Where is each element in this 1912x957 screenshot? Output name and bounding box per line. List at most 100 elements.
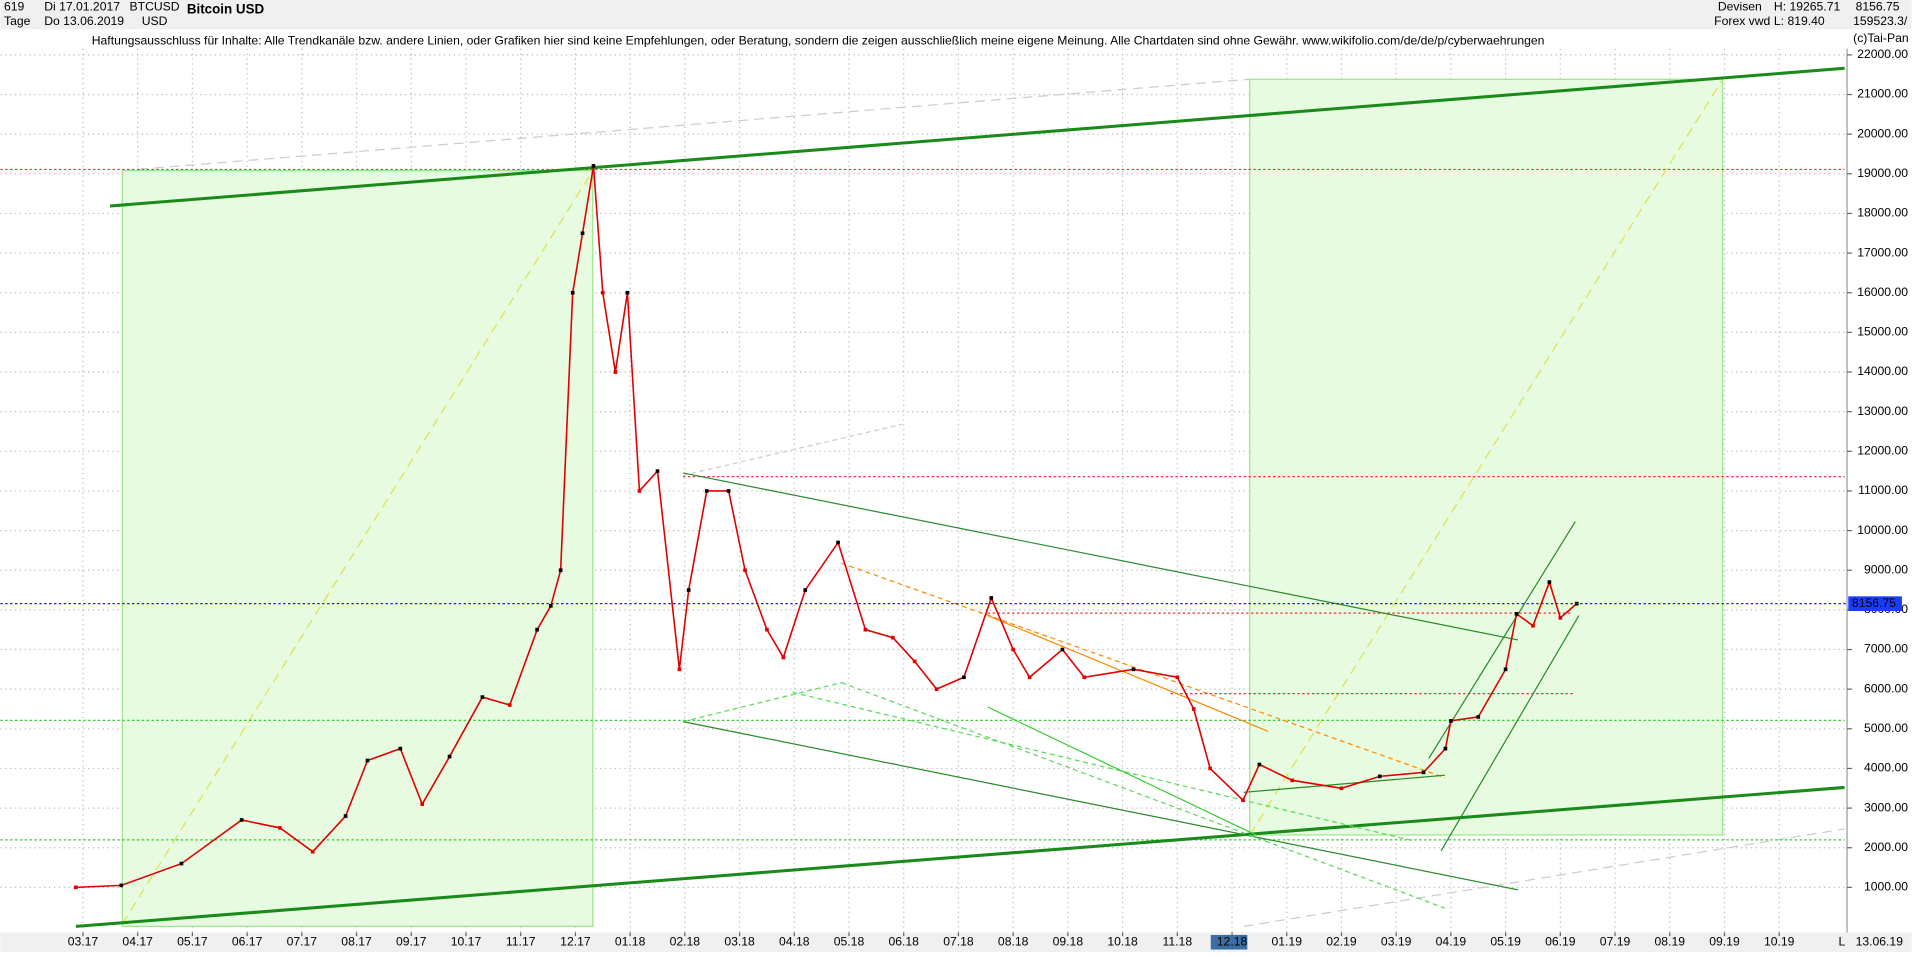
price-point: [962, 675, 966, 680]
drawings: [0, 66, 1845, 928]
y-tick-label: 1000.00: [1864, 880, 1908, 894]
high: H: 19265.71: [1774, 0, 1841, 14]
price-point: [1558, 615, 1563, 620]
price-point: [1131, 667, 1136, 672]
price-point: [1339, 786, 1344, 791]
y-tick-label: 4000.00: [1864, 761, 1908, 775]
price-point: [637, 489, 642, 493]
count[interactable]: 619: [4, 0, 25, 14]
trend-line: [682, 472, 1519, 641]
price-point: [1208, 766, 1212, 771]
x-tick-label: 09.17: [396, 934, 427, 948]
x-tick-label: 07.18: [943, 934, 974, 948]
x-tick-label: 10.17: [451, 934, 482, 948]
y-tick-label: 17000.00: [1857, 245, 1908, 259]
trend-line: [75, 785, 1845, 928]
trend-line: [682, 682, 842, 723]
y-tick-label: 7000.00: [1864, 642, 1908, 656]
trend-line: [792, 691, 1415, 842]
price-line: [75, 165, 1578, 889]
trend-line: [682, 721, 1519, 891]
price-point: [1175, 675, 1180, 680]
y-tick-label: 12000.00: [1857, 444, 1908, 458]
trend-line: [1243, 774, 1445, 793]
price-point: [507, 703, 512, 707]
y-tick-label: 6000.00: [1864, 681, 1908, 695]
price-point: [726, 489, 731, 493]
x-tick-label: 09.19: [1709, 934, 1740, 948]
price-point: [343, 814, 348, 818]
price-point: [912, 659, 917, 664]
price-point: [1514, 612, 1519, 616]
axes: 1000.00 2000.00 3000.00 4000.00 5000.00 6000.…: [68, 47, 1908, 948]
y-tick-label: 13000.00: [1857, 404, 1908, 418]
price-point: [781, 655, 786, 660]
y-tick-label: 20000.00: [1857, 126, 1908, 140]
y-axis-panel: [1847, 48, 1912, 933]
x-tick-label: 05.19: [1490, 934, 1521, 948]
diagonal: [682, 423, 903, 476]
price-point: [278, 826, 282, 830]
x-axis-panel: [0, 932, 1912, 952]
diagonal: [121, 170, 594, 925]
price-point: [743, 568, 747, 573]
footer-label: L: [1839, 934, 1846, 948]
y-tick-label: 21000.00: [1857, 87, 1908, 101]
start-date: Di 17.01.2017: [44, 0, 120, 14]
price-point: [1503, 667, 1508, 672]
instrument-name: Bitcoin USD: [187, 1, 265, 16]
y-tick-label: 11000.00: [1858, 483, 1908, 497]
trend-line: [987, 615, 1269, 732]
period[interactable]: Tage: [4, 14, 31, 28]
price-point: [1476, 715, 1481, 719]
y-tick-label: 18000.00: [1857, 206, 1908, 220]
x-tick-label: 06.19: [1545, 934, 1576, 948]
price-point: [1060, 647, 1065, 652]
price-point: [1443, 746, 1448, 751]
price-point: [1421, 770, 1426, 775]
price-point: [1449, 719, 1453, 723]
x-tick-label: 02.19: [1326, 934, 1357, 948]
currency: USD: [142, 14, 168, 28]
x-tick-label: 04.18: [779, 934, 810, 948]
price-point: [119, 883, 124, 888]
y-tick-label: 10000.00: [1857, 523, 1908, 537]
y-tick-label: 16000.00: [1857, 285, 1908, 299]
price-point: [1547, 580, 1552, 584]
price-point: [580, 231, 585, 236]
x-tick-label: 08.19: [1655, 934, 1686, 948]
header: 619 Di 17.01.2017 Tage Do 13.06.2019 BTC…: [0, 0, 1912, 45]
x-tick-label: 09.18: [1053, 934, 1084, 948]
x-tick-label: 03.17: [68, 934, 99, 948]
y-tick-label: 9000.00: [1864, 562, 1908, 576]
trend-line: [1428, 521, 1576, 759]
x-tick-label: 07.19: [1600, 934, 1631, 948]
price-point: [1011, 647, 1015, 652]
x-tick-label: 10.18: [1107, 934, 1138, 948]
price-point: [613, 370, 618, 374]
x-tick-label: 01.19: [1272, 934, 1303, 948]
price-point: [535, 627, 539, 632]
last: 8156.75: [1856, 0, 1900, 14]
y-tick-label: 3000.00: [1864, 800, 1908, 814]
price-point: [239, 818, 244, 822]
x-tick-label: 02.18: [670, 934, 701, 948]
disclaimer: Haftungsausschluss für Inhalte: Alle Tre…: [92, 34, 1545, 48]
price-point: [179, 861, 184, 866]
price-point: [420, 802, 425, 806]
x-tick-label: 05.18: [834, 934, 865, 948]
volume: 159523.3/: [1853, 14, 1908, 28]
source: Forex vwd: [1714, 14, 1770, 28]
symbol: BTCUSD: [130, 0, 180, 14]
price-point: [558, 568, 563, 573]
x-tick-label: 06.17: [232, 934, 263, 948]
price-point: [863, 627, 868, 632]
trend-line: [987, 706, 1257, 836]
x-tick-label: 04.19: [1436, 934, 1467, 948]
x-tick-label: 08.18: [998, 934, 1029, 948]
price-point: [989, 596, 994, 600]
y-tick-label: 22000.00: [1857, 47, 1908, 61]
last-value-label: 8156.75: [1852, 596, 1896, 610]
x-tick-label: 12.17: [560, 934, 591, 948]
